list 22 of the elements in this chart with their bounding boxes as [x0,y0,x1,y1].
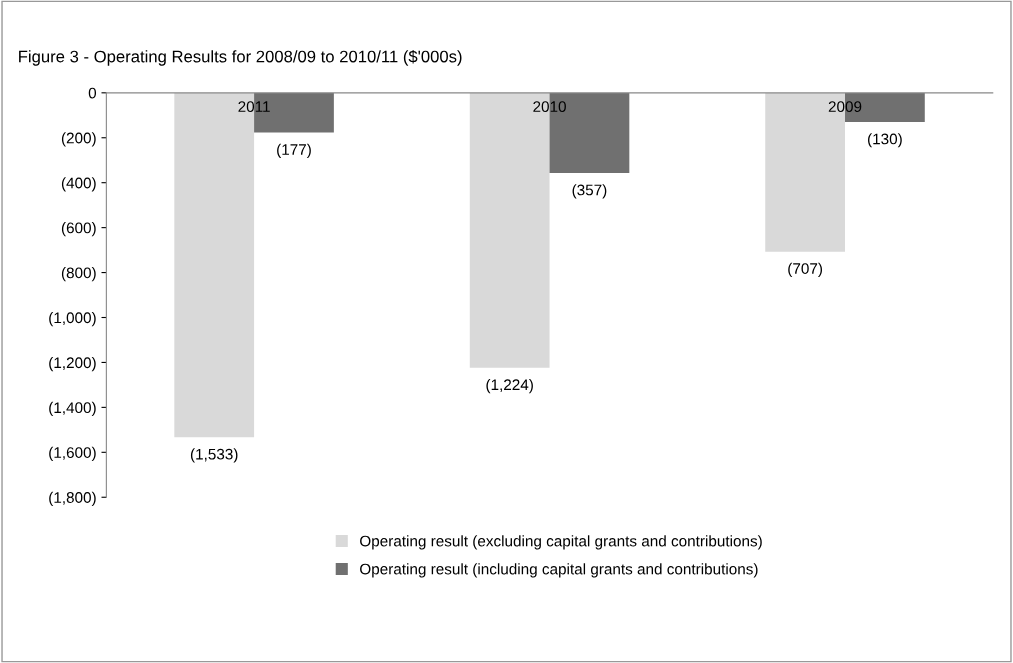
data-label: (1,224) [486,378,533,394]
x-tick-label: 2009 [828,101,862,113]
y-tick-label: (200) [61,132,96,147]
x-tick-label: 2011 [238,101,270,113]
y-tick-label: (1,200) [49,356,96,372]
legend-label: Operating result (excluding capital grants and contributions) [360,535,762,550]
data-label: (357) [572,184,607,199]
y-tick-label: (600) [61,222,96,237]
y-tick-label: 0 [88,87,97,99]
y-tick-label: (1,400) [49,401,96,417]
data-label: (707) [788,262,823,278]
y-tick-label: (800) [61,267,96,282]
y-tick-label: (1,600) [49,446,96,462]
x-tick-label: 2010 [533,101,566,113]
y-tick-label: (1,800) [49,491,96,506]
y-tick-label: (400) [61,177,96,192]
chart-title: Figure 3 - Operating Results for 2008/09 to 2010/11 ($'000s) [19,49,462,66]
legend-label: Operating result (including capital grants and contributions) [360,563,758,578]
data-label: (1,533) [190,448,238,463]
y-tick-label: (1,000) [49,311,96,327]
data-label: (130) [868,133,902,148]
data-label: (177) [277,143,311,158]
